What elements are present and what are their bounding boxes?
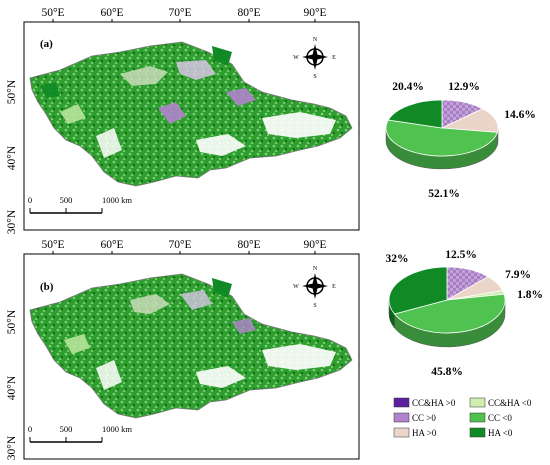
- panel-label: (a): [40, 38, 53, 50]
- pie-slice: [393, 293, 506, 334]
- pie-slice: [388, 266, 448, 315]
- legend: CC&HA >0 CC&HA <0 CC >0 CC <0 HA >0 HA <…: [393, 397, 532, 438]
- region-map-a: [29, 41, 353, 187]
- compass-label: S: [313, 74, 316, 80]
- legend-swatch: [393, 397, 410, 408]
- lon-tick: 60°E: [100, 7, 123, 19]
- lon-tick: 70°E: [168, 239, 191, 251]
- scale-bar-a: 0 500 1000 km: [28, 195, 132, 214]
- lon-tick: 50°E: [41, 7, 64, 19]
- lat-tick: 50°N: [6, 79, 18, 104]
- scale-label: 0: [28, 195, 32, 205]
- pie-value-label: 7.9%: [505, 269, 531, 281]
- compass-label: S: [313, 303, 316, 309]
- lon-tick: 80°E: [237, 7, 260, 19]
- compass-label: W: [293, 284, 299, 290]
- scale-label: 500: [60, 195, 73, 205]
- pie-value-label: 32%: [386, 253, 409, 265]
- lon-ticks-a: 50°E 60°E 70°E 80°E 90°E: [41, 7, 326, 19]
- legend-swatch: [469, 427, 486, 438]
- pie-value-label: 1.8%: [517, 289, 543, 301]
- region-map-b: [29, 273, 353, 419]
- lon-tick: 60°E: [100, 239, 123, 251]
- pie-chart-b: 12.5% 7.9% 1.8% 45.8% 32%: [386, 249, 543, 378]
- pie-value-label: 12.5%: [445, 249, 477, 261]
- lon-tick: 80°E: [237, 239, 260, 251]
- pie-value-label: 14.6%: [504, 109, 536, 121]
- legend-label: HA <0: [488, 428, 513, 438]
- legend-item: CC&HA >0: [393, 397, 456, 408]
- pie-slice: [387, 99, 443, 129]
- pie-value-label: 52.1%: [428, 188, 460, 200]
- lon-tick: 90°E: [303, 7, 326, 19]
- pie-value-label: 12.9%: [448, 81, 480, 93]
- scale-label: 1000 km: [102, 195, 132, 205]
- lon-tick: 70°E: [168, 7, 191, 19]
- pie-value-label: 45.8%: [431, 366, 463, 378]
- lat-tick: 40°N: [6, 145, 18, 170]
- legend-item: CC&HA <0: [469, 397, 532, 408]
- pie-chart-a: 12.9% 14.6% 52.1% 20.4%: [385, 81, 536, 200]
- scale-label: 1000 km: [102, 424, 132, 434]
- compass-label: N: [313, 266, 318, 272]
- scale-label: 0: [28, 424, 32, 434]
- legend-item: CC <0: [469, 412, 512, 423]
- compass-label: W: [293, 55, 299, 61]
- lon-tick: 50°E: [41, 239, 64, 251]
- pie-value-label: 20.4%: [392, 81, 424, 93]
- legend-label: HA >0: [412, 428, 437, 438]
- legend-label: CC&HA >0: [412, 398, 456, 408]
- legend-item: HA >0: [393, 427, 437, 438]
- lon-tick: 90°E: [303, 239, 326, 251]
- pie-slice: [440, 108, 499, 133]
- compass-icon: N E S W: [293, 37, 336, 80]
- lon-ticks-b: 50°E 60°E 70°E 80°E 90°E: [41, 239, 326, 251]
- compass-label: E: [332, 284, 336, 290]
- pie-slice: [385, 119, 498, 157]
- panel-a: 50°E 60°E 70°E 80°E 90°E 50°N 40°N 30°N: [6, 7, 360, 234]
- compass-label: E: [332, 55, 336, 61]
- lon-tick-marks-a: [52, 19, 316, 22]
- lat-tick: 30°N: [6, 435, 18, 460]
- legend-label: CC >0: [412, 413, 436, 423]
- legend-label: CC&HA <0: [488, 398, 532, 408]
- legend-swatch: [393, 427, 410, 438]
- lat-tick: 30°N: [6, 209, 18, 234]
- lon-tick-marks-b: [52, 251, 316, 254]
- compass-label: N: [313, 37, 318, 43]
- legend-label: CC <0: [488, 413, 512, 423]
- scale-label: 500: [60, 424, 73, 434]
- legend-item: HA <0: [469, 427, 513, 438]
- panel-label: (b): [40, 281, 54, 293]
- lat-tick: 40°N: [6, 375, 18, 400]
- legend-swatch: [469, 397, 486, 408]
- panel-b: 50°E 60°E 70°E 80°E 90°E 50°N 40°N 30°N …: [6, 239, 360, 460]
- legend-swatch: [469, 412, 486, 423]
- compass-icon: N E S W: [293, 266, 336, 309]
- legend-item: CC >0: [393, 412, 436, 423]
- legend-swatch: [393, 412, 410, 423]
- lat-tick: 50°N: [6, 309, 18, 334]
- scale-bar-b: 0 500 1000 km: [28, 424, 132, 443]
